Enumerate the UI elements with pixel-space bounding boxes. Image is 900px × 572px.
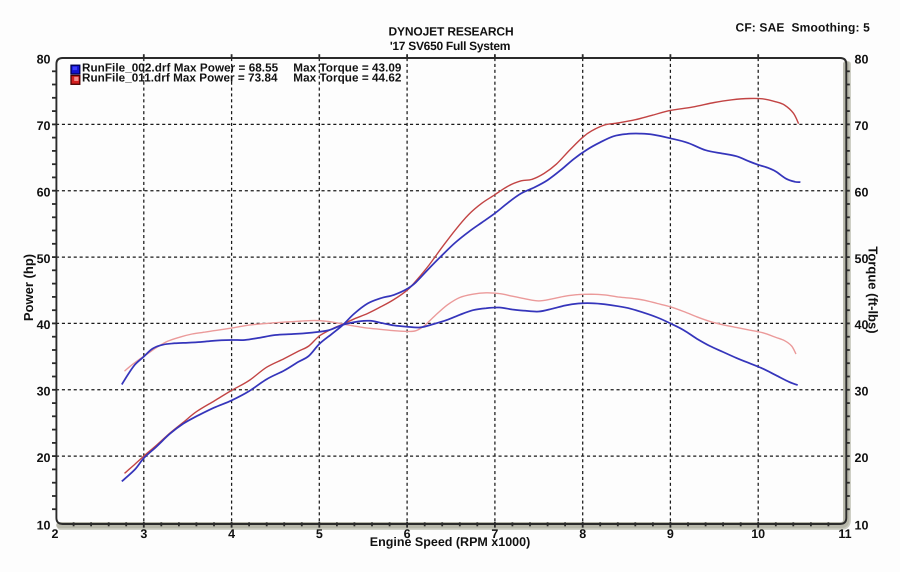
svg-text:70: 70 (855, 119, 869, 133)
svg-text:DYNOJET RESEARCH: DYNOJET RESEARCH (389, 25, 514, 39)
svg-text:4: 4 (228, 527, 235, 541)
svg-text:50: 50 (855, 252, 869, 266)
svg-text:80: 80 (855, 53, 869, 67)
svg-text:Power (hp): Power (hp) (21, 254, 36, 321)
svg-text:8: 8 (579, 527, 586, 541)
svg-text:9: 9 (667, 527, 674, 541)
svg-text:CF: SAE Smoothing: 5: CF: SAE Smoothing: 5 (736, 21, 871, 35)
svg-text:30: 30 (37, 385, 51, 399)
svg-text:20: 20 (855, 451, 869, 465)
svg-text:Engine Speed (RPM x1000): Engine Speed (RPM x1000) (370, 535, 530, 549)
svg-text:5: 5 (316, 527, 323, 541)
svg-text:11: 11 (838, 527, 851, 541)
svg-text:Max Torque = 43.09: Max Torque = 43.09 (293, 61, 402, 74)
svg-text:6: 6 (404, 527, 411, 541)
svg-text:2: 2 (52, 527, 59, 541)
svg-text:70: 70 (37, 119, 51, 133)
svg-text:RunFile_011.drf Max Power = 73: RunFile_011.drf Max Power = 73.84 (82, 72, 278, 85)
svg-text:10: 10 (37, 519, 51, 533)
svg-text:7: 7 (491, 527, 498, 541)
svg-text:30: 30 (855, 385, 869, 399)
svg-text:'17 SV650 Full System: '17 SV650 Full System (390, 39, 510, 53)
svg-text:10: 10 (855, 519, 869, 533)
svg-text:Max Torque = 44.62: Max Torque = 44.62 (293, 72, 402, 85)
svg-text:40: 40 (37, 318, 51, 332)
svg-text:20: 20 (37, 451, 51, 465)
svg-text:60: 60 (855, 185, 869, 199)
svg-text:10: 10 (751, 527, 765, 541)
svg-text:RunFile_002.drf Max Power = 68: RunFile_002.drf Max Power = 68.55 (82, 61, 279, 74)
svg-text:40: 40 (855, 318, 869, 332)
svg-text:80: 80 (37, 53, 51, 67)
svg-text:50: 50 (37, 252, 51, 266)
svg-text:3: 3 (140, 527, 147, 541)
svg-text:Torque (ft-lbs): Torque (ft-lbs) (866, 246, 881, 333)
svg-text:60: 60 (37, 185, 51, 199)
